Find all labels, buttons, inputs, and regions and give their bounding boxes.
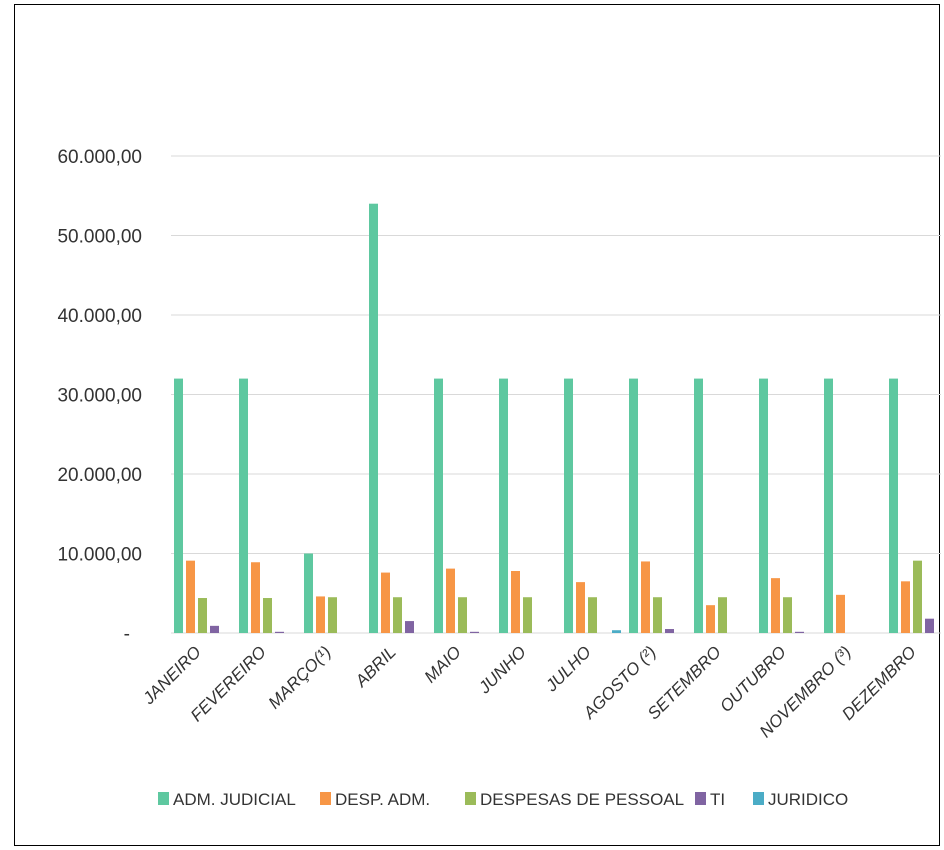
legend-label: DESP. ADM. bbox=[335, 790, 430, 809]
bar bbox=[328, 597, 337, 633]
bar bbox=[405, 621, 414, 633]
bars bbox=[174, 203, 934, 633]
y-tick-label: 20.000,00 bbox=[57, 465, 142, 486]
bar bbox=[564, 378, 573, 633]
x-category-label: MAIO bbox=[421, 642, 465, 686]
y-tick-label: 10.000,00 bbox=[57, 545, 142, 566]
bar bbox=[612, 630, 621, 633]
x-category-label: JANEIRO bbox=[139, 642, 205, 708]
bar bbox=[665, 629, 674, 633]
bar bbox=[588, 597, 597, 633]
bar bbox=[470, 631, 479, 633]
x-category-label: MARÇO(¹) bbox=[265, 642, 335, 712]
legend: ADM. JUDICIAL DESP. ADM. DESPESAS DE PESSO… bbox=[158, 790, 848, 809]
bar bbox=[771, 578, 780, 633]
legend-swatch bbox=[158, 792, 169, 805]
bar bbox=[759, 378, 768, 633]
bar bbox=[836, 594, 845, 633]
bar bbox=[824, 378, 833, 633]
bar bbox=[304, 553, 313, 633]
bar bbox=[393, 597, 402, 633]
bar bbox=[458, 597, 467, 633]
bar bbox=[239, 378, 248, 633]
bar bbox=[641, 561, 650, 633]
legend-label: TI bbox=[710, 790, 725, 809]
bar bbox=[434, 378, 443, 633]
legend-label: DESPESAS DE PESSOAL bbox=[480, 790, 684, 809]
legend-swatch bbox=[465, 792, 476, 805]
y-tick-label: 60.000,00 bbox=[57, 147, 142, 168]
gridlines bbox=[171, 155, 941, 634]
bar bbox=[174, 378, 183, 633]
chart-frame: - 10.000,00 20.000,00 30.000,00 40.000,00 50.… bbox=[14, 4, 941, 846]
bar-chart: - 10.000,00 20.000,00 30.000,00 40.000,00 50.… bbox=[57, 147, 941, 809]
bar bbox=[198, 598, 207, 633]
legend-label: ADM. JUDICIAL bbox=[173, 790, 296, 809]
bar bbox=[523, 597, 532, 633]
bar bbox=[511, 570, 520, 633]
y-axis-tick-labels: - 10.000,00 20.000,00 30.000,00 40.000,00 50.… bbox=[57, 147, 142, 645]
bar bbox=[369, 203, 378, 633]
bar bbox=[901, 581, 910, 633]
bar bbox=[795, 631, 804, 633]
y-tick-label: 50.000,00 bbox=[57, 227, 142, 248]
bar bbox=[653, 597, 662, 633]
bar bbox=[251, 562, 260, 633]
bar bbox=[210, 625, 219, 633]
x-category-label: ABRIL bbox=[351, 642, 400, 691]
x-category-label: JUNHO bbox=[474, 642, 530, 698]
bar bbox=[263, 598, 272, 633]
bar bbox=[694, 378, 703, 633]
bar bbox=[629, 378, 638, 633]
bar bbox=[316, 596, 325, 633]
bar bbox=[275, 631, 284, 633]
bar bbox=[925, 618, 934, 633]
bar bbox=[718, 597, 727, 633]
bar bbox=[381, 572, 390, 633]
legend-swatch bbox=[753, 792, 764, 805]
legend-swatch bbox=[320, 792, 331, 805]
x-category-label: JULHO bbox=[541, 642, 595, 696]
legend-label: JURIDICO bbox=[768, 790, 848, 809]
y-tick-label: 40.000,00 bbox=[57, 306, 142, 327]
bar bbox=[913, 560, 922, 633]
bar bbox=[446, 568, 455, 633]
bar bbox=[783, 597, 792, 633]
bar bbox=[889, 378, 898, 633]
y-tick-label: - bbox=[124, 624, 130, 645]
bar bbox=[186, 560, 195, 633]
y-tick-label: 30.000,00 bbox=[57, 386, 142, 407]
bar bbox=[576, 582, 585, 633]
bar bbox=[499, 378, 508, 633]
legend-swatch bbox=[695, 792, 706, 805]
bar bbox=[706, 605, 715, 633]
